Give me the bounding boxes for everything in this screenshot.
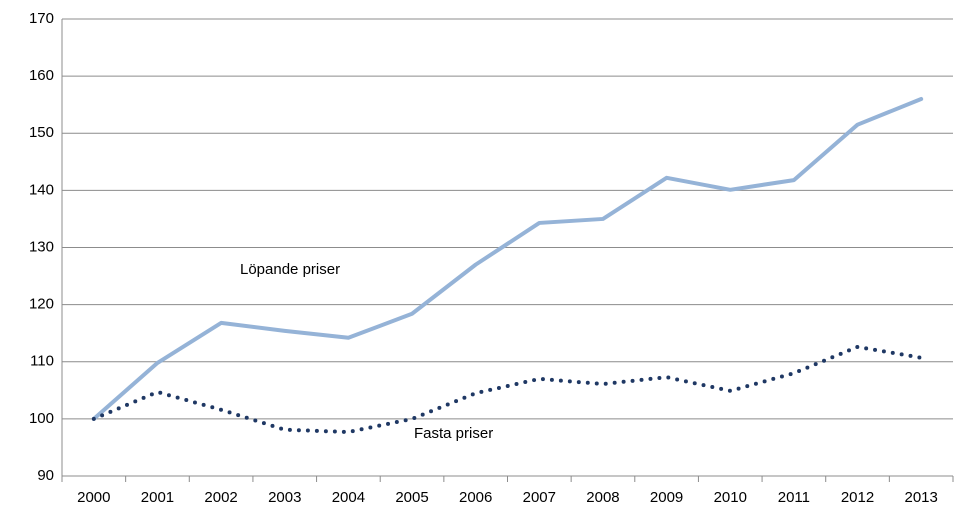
series-annotation: Fasta priser [414,425,493,442]
y-tick-label: 150 [29,124,54,141]
y-tick-label: 170 [29,10,54,27]
series-annotation: Löpande priser [240,261,340,278]
y-tick-label: 120 [29,296,54,313]
x-tick-label: 2001 [141,489,174,506]
x-tick-label: 2005 [395,489,428,506]
y-tick-label: 160 [29,67,54,84]
x-tick-label: 2007 [523,489,556,506]
x-tick-label: 2010 [714,489,747,506]
x-tick-label: 2002 [204,489,237,506]
y-tick-label: 110 [30,353,54,370]
x-tick-label: 2006 [459,489,492,506]
y-tick-label: 90 [37,467,54,484]
x-tick-label: 2009 [650,489,683,506]
x-tick-label: 2000 [77,489,110,506]
x-tick-label: 2012 [841,489,874,506]
x-tick-label: 2004 [332,489,365,506]
y-tick-label: 130 [29,238,54,255]
y-tick-label: 140 [29,181,54,198]
x-tick-label: 2008 [586,489,619,506]
x-tick-label: 2011 [778,489,810,506]
y-tick-label: 100 [29,410,54,427]
x-tick-label: 2003 [268,489,301,506]
series-line [91,96,924,421]
x-tick-label: 2013 [904,489,937,506]
series-line [91,344,924,435]
